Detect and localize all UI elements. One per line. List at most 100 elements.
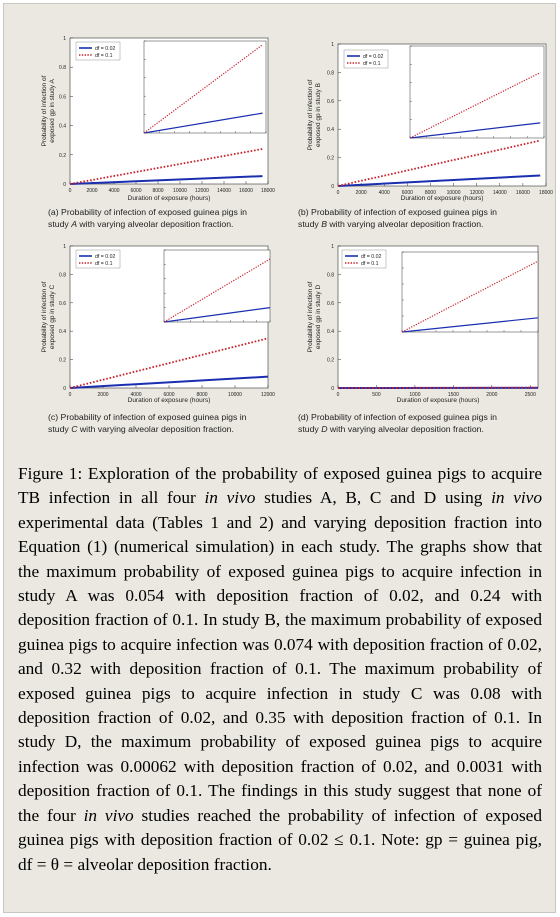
y-tick-label: 0.4 (59, 329, 66, 335)
y-tick-label: 0.4 (327, 127, 334, 133)
x-tick-label: 10000 (228, 392, 242, 398)
y-tick-label: 0 (331, 386, 334, 392)
y-tick-label: 0.8 (327, 70, 334, 76)
x-tick-label: 16000 (239, 188, 253, 194)
panel-a-caption-line2: study A with varying alveolar deposition… (48, 219, 234, 229)
x-tick-label: 8000 (152, 188, 163, 194)
legend-label: df = 0.1 (95, 261, 113, 267)
x-tick-label: 18000 (539, 190, 553, 196)
legend-label: df = 0.02 (361, 254, 381, 260)
y-tick-label: 0.8 (327, 272, 334, 278)
y-tick-label: 0.8 (59, 272, 66, 278)
x-tick-label: 4000 (130, 392, 141, 398)
x-tick-label: 10000 (447, 190, 461, 196)
x-tick-label: 6000 (130, 188, 141, 194)
caption-italic: in vivo (491, 488, 542, 508)
legend-label: df = 0.1 (95, 53, 113, 59)
chart-b-svg: 0 0.2 0.4 0.6 0.8 1 0 2000 4000 6000 8000 10000 1200… (307, 42, 553, 202)
figure-container: 0 0.2 0.4 0.6 0.8 1 0 2000 4000 6000 8000 10000 1200… (3, 3, 556, 913)
x-tick-label: 2000 (356, 190, 367, 196)
panel-b-caption: (b) Probability of infection of exposed … (298, 206, 538, 230)
x-axis-label: Duration of exposure (hours) (128, 195, 211, 202)
legend-label: df = 0.02 (95, 46, 115, 52)
inset-plot-area (409, 45, 545, 139)
figure-caption: Figure 1: Exploration of the probability… (18, 462, 542, 877)
x-axis-label: Duration of exposure (hours) (397, 397, 480, 404)
x-axis-label: Duration of exposure (hours) (128, 397, 211, 404)
x-tick-label: 12000 (470, 190, 484, 196)
legend-box (341, 249, 387, 269)
x-tick-label: 4000 (379, 190, 390, 196)
y-tick-label: 0.6 (59, 301, 66, 307)
inset-plot-area (401, 251, 539, 333)
x-tick-label: 8000 (196, 392, 207, 398)
series-line-df-002 (69, 175, 263, 185)
x-axis-label: Duration of exposure (hours) (401, 195, 484, 202)
inset-series-df-01 (401, 260, 539, 333)
legend-box (75, 249, 121, 269)
caption-part: studies A, B, C and D using (255, 488, 492, 508)
x-tick-label: 6000 (163, 392, 174, 398)
chart-panel-a: 0 0.2 0.4 0.6 0.8 1 0 2000 4000 6000 8000 10000 1200… (4, 4, 280, 234)
panel-b-caption-line1: (b) Probability of infection of exposed … (298, 207, 497, 217)
y-axis-label-line1: Probability of infection of (307, 281, 314, 352)
y-tick-label: 1 (63, 244, 66, 250)
series-line-df-01 (337, 139, 541, 187)
y-tick-label: 0 (63, 182, 66, 188)
y-tick-label: 0.4 (327, 329, 334, 335)
caption-part: : Exploration of the probability of expo… (18, 464, 542, 508)
chart-a-svg: 0 0.2 0.4 0.6 0.8 1 0 2000 4000 6000 8000 10000 1200… (41, 36, 275, 202)
inset-series-df-002 (143, 112, 263, 134)
inset-series-df-002 (409, 122, 541, 139)
series-line-df-002 (69, 375, 269, 389)
panel-c-caption-line2: study C with varying alveolar deposition… (48, 424, 234, 434)
chart-panel-d: 0 0.2 0.4 0.6 0.8 1 0 500 1000 1500 2000 2500 Durati… (280, 236, 556, 456)
chart-c-svg: 0 0.2 0.4 0.6 0.8 1 0 2000 4000 6000 8000 10000 1200… (41, 244, 275, 404)
figure-label: Figure 1 (18, 464, 78, 483)
x-tick-label: 18000 (261, 188, 275, 194)
series-line-df-01 (69, 337, 269, 389)
x-tick-label: 0 (69, 392, 72, 398)
y-tick-label: 0.6 (327, 99, 334, 105)
x-tick-label: 2000 (486, 392, 497, 398)
y-tick-label: 0 (331, 184, 334, 190)
inset-series-df-002 (163, 307, 271, 323)
y-tick-label: 0.2 (327, 358, 334, 364)
x-tick-label: 12000 (195, 188, 209, 194)
y-axis-label-line2: exposed gp in study C (49, 285, 56, 350)
panel-d-caption: (d) Probability of infection of exposed … (298, 411, 538, 435)
x-tick-label: 0 (69, 188, 72, 194)
panel-a-caption: (a) Probability of infection of exposed … (48, 206, 280, 230)
inset-plot-area (163, 249, 271, 323)
y-axis-label-line2: exposed gp in study D (315, 285, 322, 350)
y-tick-label: 1 (331, 42, 334, 48)
y-tick-label: 0 (63, 386, 66, 392)
panel-a-caption-line1: (a) Probability of infection of exposed … (48, 207, 247, 217)
panel-c-caption-line1: (c) Probability of infection of exposed … (48, 412, 247, 422)
y-tick-label: 0.2 (59, 358, 66, 364)
x-tick-label: 1500 (448, 392, 459, 398)
series-line-df-002 (337, 174, 541, 187)
panel-b-caption-line2: study B with varying alveolar deposition… (298, 219, 484, 229)
y-tick-label: 0.6 (327, 301, 334, 307)
legend-label: df = 0.1 (363, 61, 381, 67)
legend-box (75, 41, 121, 61)
y-tick-label: 1 (331, 244, 334, 250)
caption-italic: in vivo (204, 488, 256, 508)
x-tick-label: 14000 (217, 188, 231, 194)
x-tick-label: 500 (372, 392, 381, 398)
caption-part: studies reached the probability of infec… (18, 805, 542, 874)
chart-panel-c: 0 0.2 0.4 0.6 0.8 1 0 2000 4000 6000 8000 10000 1200… (4, 236, 280, 456)
y-axis-label-line2: exposed gp in study A (49, 79, 56, 143)
inset-series-df-01 (143, 44, 263, 134)
x-tick-label: 14000 (493, 190, 507, 196)
panel-d-caption-line2: study D with varying alveolar deposition… (298, 424, 484, 434)
x-tick-label: 2500 (525, 392, 536, 398)
x-tick-label: 0 (337, 392, 340, 398)
chart-d-svg: 0 0.2 0.4 0.6 0.8 1 0 500 1000 1500 2000 2500 Durati… (307, 244, 539, 404)
x-tick-label: 12000 (261, 392, 275, 398)
x-tick-label: 10000 (173, 188, 187, 194)
y-tick-label: 0.8 (59, 65, 66, 71)
x-tick-label: 16000 (516, 190, 530, 196)
x-tick-label: 1000 (409, 392, 420, 398)
